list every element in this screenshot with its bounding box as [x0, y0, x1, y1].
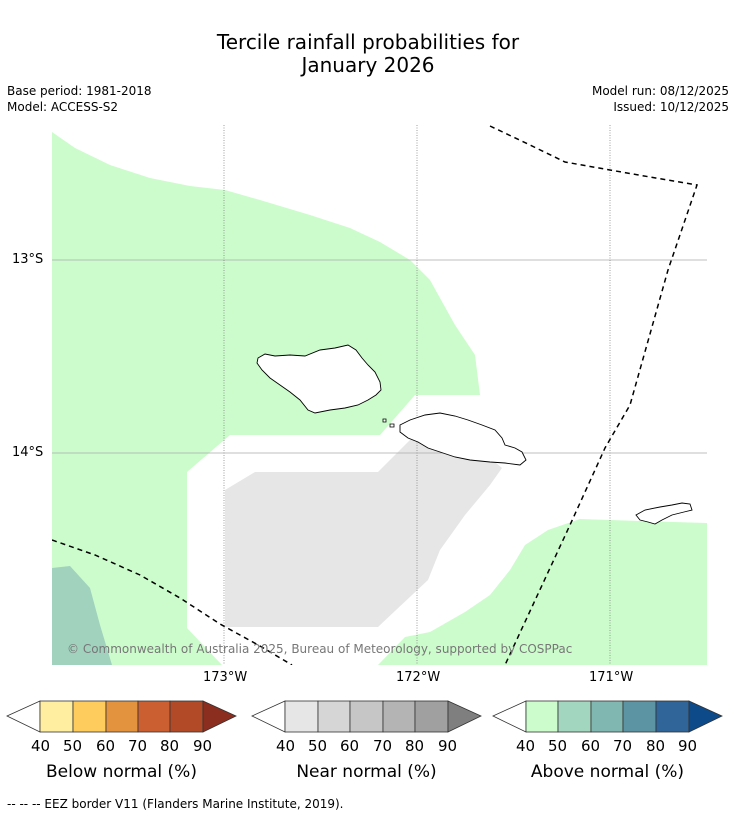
colorbar-below-normal — [6, 700, 237, 733]
above-tick-40: 40 — [516, 737, 536, 755]
map-panel: © Commonwealth of Australia 2025, Bureau… — [52, 125, 707, 665]
near-tick-90: 90 — [438, 737, 458, 755]
near-swatch-50 — [317, 700, 351, 733]
colorbar-near-normal — [251, 700, 482, 733]
model-run: Model run: 08/12/2025 — [591, 84, 729, 98]
lat-label-14s: 14°S — [12, 445, 44, 460]
near-tick-70: 70 — [373, 737, 393, 755]
above-swatch-60 — [590, 700, 624, 733]
title-line-1: Tercile rainfall probabilities for — [216, 30, 520, 54]
above-tick-80: 80 — [646, 737, 666, 755]
above-normal-region-southeast — [378, 519, 707, 665]
eez-footnote: -- -- -- EEZ border V11 (Flanders Marine… — [7, 797, 344, 811]
below-tick-80: 80 — [160, 737, 180, 755]
lon-label-172w: 172°W — [396, 670, 441, 685]
base-period: Base period: 1981-2018 — [7, 84, 152, 98]
savaii-island — [256, 344, 382, 414]
above-tick-70: 70 — [613, 737, 633, 755]
below-swatch-over — [202, 700, 237, 733]
legend-title-below: Below normal (%) — [46, 762, 197, 782]
below-swatch-under — [6, 700, 41, 733]
near-normal-region — [225, 434, 502, 627]
above-swatch-under — [492, 700, 527, 733]
legend-title-near: Near normal (%) — [296, 762, 437, 782]
below-swatch-60 — [105, 700, 139, 733]
above-swatch-50 — [557, 700, 592, 733]
below-swatch-40 — [39, 700, 74, 733]
meta-right: Model run: 08/12/2025 Issued: 10/12/2025 — [592, 83, 729, 115]
lat-label-13s: 13°S — [12, 252, 44, 267]
upolu-island — [399, 412, 527, 466]
below-swatch-50 — [72, 700, 107, 733]
above-swatch-40 — [525, 700, 559, 733]
near-swatch-70 — [382, 700, 416, 733]
above-tick-90: 90 — [678, 737, 698, 755]
above-tick-50: 50 — [548, 737, 568, 755]
below-tick-40: 40 — [31, 737, 51, 755]
title-line-2: January 2026 — [301, 53, 435, 77]
model-name: Model: ACCESS-S2 — [7, 100, 119, 114]
islet-apolima — [389, 423, 395, 428]
above-swatch-70 — [622, 700, 657, 733]
copyright-text: © Commonwealth of Australia 2025, Bureau… — [67, 642, 572, 656]
near-swatch-80 — [414, 700, 449, 733]
eez-border-southwest — [52, 539, 293, 665]
legend-colorbars — [6, 700, 723, 733]
islet-manono — [382, 418, 387, 423]
colorbar-above-normal — [492, 700, 723, 733]
above-normal-region-darker — [52, 566, 112, 665]
near-swatch-under — [251, 700, 286, 733]
above-normal-region-north — [52, 132, 480, 665]
near-swatch-40 — [284, 700, 319, 733]
near-tick-80: 80 — [405, 737, 425, 755]
near-swatch-60 — [349, 700, 384, 733]
meta-left: Base period: 1981-2018 Model: ACCESS-S2 — [7, 83, 152, 115]
map-title: Tercile rainfall probabilities for Janua… — [0, 31, 736, 77]
above-tick-60: 60 — [581, 737, 601, 755]
issued-date: Issued: 10/12/2025 — [613, 100, 729, 114]
below-tick-70: 70 — [128, 737, 148, 755]
near-tick-60: 60 — [340, 737, 360, 755]
eez-border-northeast — [489, 125, 698, 665]
lon-label-173w: 173°W — [203, 670, 248, 685]
above-swatch-80 — [655, 700, 690, 733]
below-tick-50: 50 — [63, 737, 83, 755]
lon-label-171w: 171°W — [589, 670, 634, 685]
below-tick-60: 60 — [96, 737, 116, 755]
below-tick-90: 90 — [193, 737, 213, 755]
above-swatch-over — [688, 700, 723, 733]
below-swatch-70 — [137, 700, 171, 733]
below-swatch-80 — [169, 700, 204, 733]
tutuila-island — [635, 502, 693, 525]
near-tick-40: 40 — [276, 737, 296, 755]
legend-title-above: Above normal (%) — [530, 762, 685, 782]
near-swatch-over — [447, 700, 482, 733]
near-tick-50: 50 — [308, 737, 328, 755]
